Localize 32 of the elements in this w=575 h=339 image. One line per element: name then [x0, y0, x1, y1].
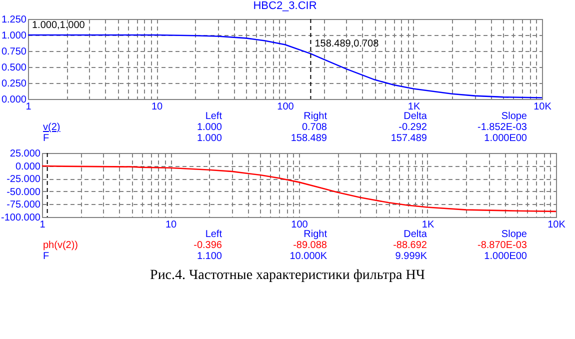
x-tick-label: 1K	[408, 102, 420, 112]
y-tick-label: -25.000	[6, 174, 41, 186]
x-tick-label: 1K	[422, 220, 434, 230]
x-tick-label: 10	[151, 102, 163, 112]
text: ph(v(2)) -0.396 -89.088 -88.692 -8.870E-03	[43, 240, 527, 251]
y-tick-label: 0.000	[1, 94, 27, 106]
x-tick-label: 1	[26, 102, 32, 112]
chart-title: HBC2_3.CIR	[253, 0, 317, 12]
text: v(2) 1.000 0.708 -0.292 -1.852E-03	[43, 122, 527, 133]
x-tick-label: 1	[40, 220, 46, 230]
y-tick-label: -100.000	[1, 212, 41, 224]
x-tick-label: 100	[291, 220, 308, 230]
y-tick-label: -50.000	[6, 186, 41, 198]
y-tick-label: -75.000	[6, 200, 41, 211]
y-tick-label: 0.500	[1, 62, 27, 74]
annotation: 158.489,0.708	[314, 38, 380, 50]
y-tick-label: 1.250	[1, 14, 27, 26]
y-tick-label: 1.000	[1, 30, 27, 42]
text: Left Right Delta Slope	[205, 229, 527, 240]
x-tick-label: 10	[165, 220, 177, 230]
y-tick-label: 0.250	[1, 78, 27, 90]
text: F 1.000 158.489 157.489 1.000E00	[43, 133, 527, 144]
text: Left Right Delta Slope	[205, 111, 527, 122]
y-tick-label: 0.000	[15, 161, 41, 172]
text: Рис.4. Частотные характеристики фильтра НЧ	[149, 268, 426, 284]
annotation: 1.000,1.000	[32, 20, 86, 31]
x-tick-label: 100	[277, 102, 294, 112]
x-tick-label: 10K	[534, 102, 552, 112]
y-tick-label: 0.750	[1, 46, 27, 58]
x-tick-label: 10K	[548, 220, 566, 230]
y-tick-label: 25.000	[10, 148, 41, 160]
text: F 1.100 10.000K 9.999K 1.000E00	[43, 251, 527, 262]
